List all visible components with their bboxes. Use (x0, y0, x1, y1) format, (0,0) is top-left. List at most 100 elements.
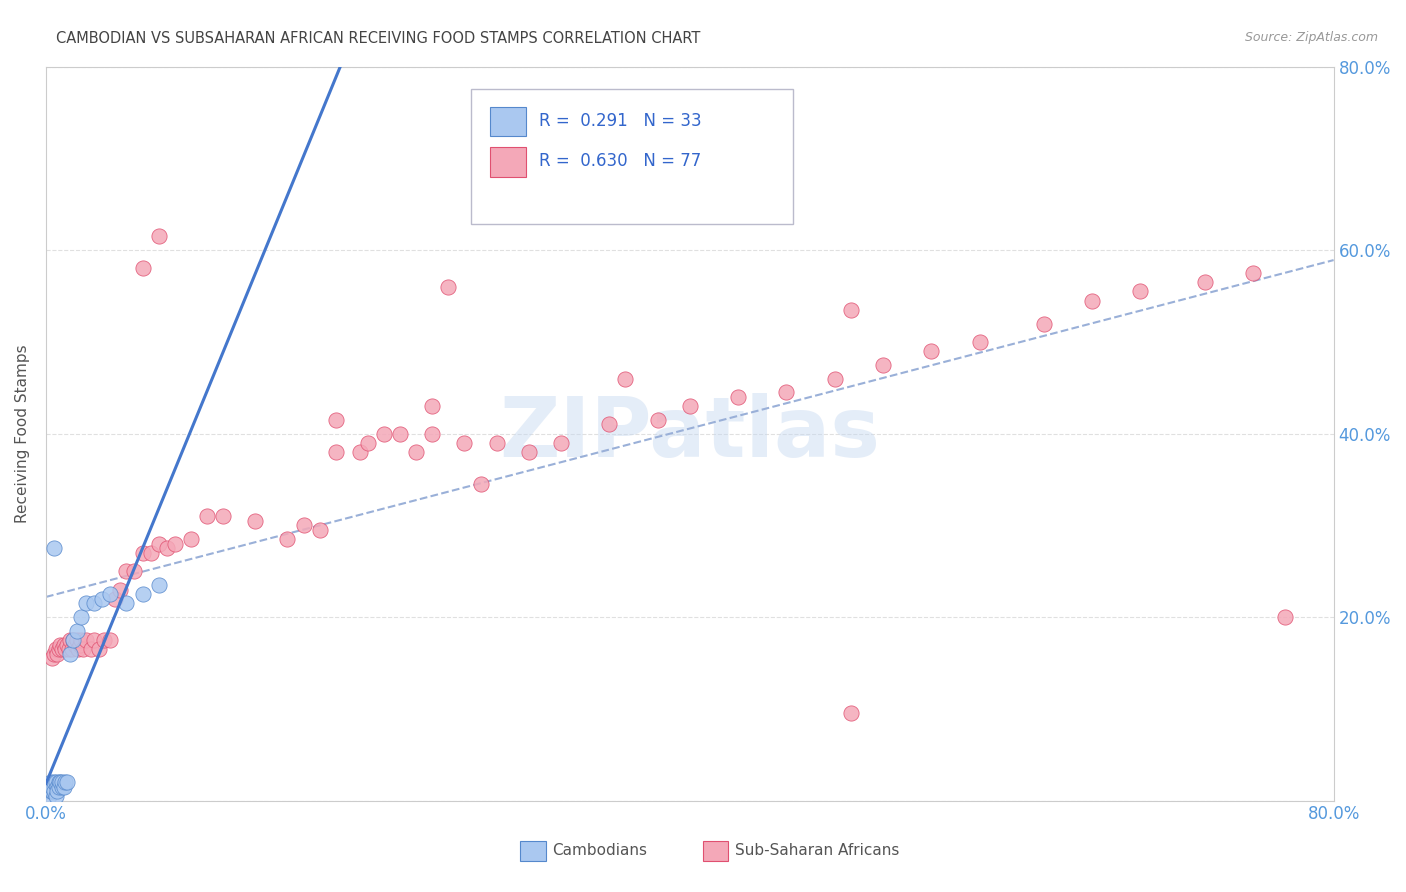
Text: CAMBODIAN VS SUBSAHARAN AFRICAN RECEIVING FOOD STAMPS CORRELATION CHART: CAMBODIAN VS SUBSAHARAN AFRICAN RECEIVIN… (56, 31, 700, 46)
Point (1129, 285, 1152, 299)
Point (517, 445, 540, 459)
Y-axis label: Receiving Food Stamps: Receiving Food Stamps (15, 344, 30, 523)
Point (59, 633, 82, 648)
Point (357, 435, 380, 450)
Point (48, 780, 70, 794)
Point (156, 541, 179, 556)
Point (163, 537, 186, 551)
Point (839, 302, 862, 317)
Point (420, 399, 443, 413)
Point (45, 789, 67, 803)
Point (1194, 275, 1216, 289)
Point (49, 638, 72, 652)
Point (41, 784, 63, 798)
Point (308, 523, 330, 537)
Point (180, 532, 202, 546)
Point (485, 435, 508, 450)
Point (598, 417, 620, 432)
Point (56, 638, 79, 652)
Point (1032, 317, 1054, 331)
Point (70, 610, 93, 624)
Point (920, 344, 942, 359)
Point (42, 541, 65, 556)
Point (83, 596, 105, 610)
Point (1274, 610, 1296, 624)
Point (51, 775, 73, 789)
Point (72, 642, 94, 657)
Point (46, 780, 69, 794)
Point (56, 775, 79, 789)
Point (131, 261, 153, 276)
Point (349, 445, 371, 459)
Point (38, 780, 60, 794)
Point (148, 537, 170, 551)
Bar (491, 107, 526, 136)
Text: R =  0.291   N = 33: R = 0.291 N = 33 (538, 112, 702, 130)
Point (41, 780, 63, 794)
Point (48, 775, 70, 789)
Point (53, 642, 76, 657)
Point (292, 518, 315, 533)
Point (872, 358, 894, 372)
Point (148, 229, 170, 244)
Point (389, 426, 412, 441)
Point (195, 509, 218, 524)
Point (550, 435, 572, 450)
Point (46, 784, 69, 798)
Point (420, 426, 443, 441)
Point (679, 399, 702, 413)
Point (49, 775, 72, 789)
Point (80, 642, 103, 657)
Point (325, 445, 347, 459)
Point (46, 647, 69, 661)
Point (325, 413, 347, 427)
Point (58, 642, 80, 657)
Point (70, 633, 93, 648)
Point (65, 633, 87, 648)
Point (60, 642, 83, 657)
Point (62, 633, 84, 648)
Point (42, 784, 65, 798)
Point (775, 385, 797, 400)
Point (139, 546, 162, 560)
Point (824, 371, 846, 385)
Point (212, 509, 235, 524)
Point (1081, 293, 1104, 308)
Point (98, 587, 121, 601)
Point (41, 651, 63, 665)
Point (1241, 266, 1264, 280)
Point (405, 445, 427, 459)
Point (453, 435, 475, 450)
Point (124, 564, 146, 578)
Point (52, 780, 75, 794)
Point (75, 633, 97, 648)
Point (45, 642, 67, 657)
Point (91, 591, 114, 606)
Text: R =  0.630   N = 77: R = 0.630 N = 77 (538, 153, 702, 170)
Point (42, 775, 65, 789)
Text: Sub-Saharan Africans: Sub-Saharan Africans (735, 844, 900, 858)
Point (53, 775, 76, 789)
Text: Source: ZipAtlas.com: Source: ZipAtlas.com (1244, 31, 1378, 45)
Point (969, 334, 991, 349)
Point (87, 642, 110, 657)
Point (98, 633, 121, 648)
Text: ZIPatlas: ZIPatlas (499, 393, 880, 475)
Point (131, 546, 153, 560)
Point (38, 789, 60, 803)
Point (67, 642, 90, 657)
Text: Cambodians: Cambodians (553, 844, 648, 858)
Point (727, 390, 749, 404)
Point (48, 642, 70, 657)
Point (59, 647, 82, 661)
Point (62, 633, 84, 648)
Point (65, 624, 87, 638)
Point (39, 784, 62, 798)
Point (51, 642, 73, 657)
Point (647, 413, 669, 427)
Point (131, 587, 153, 601)
Point (148, 578, 170, 592)
Point (276, 532, 298, 546)
Point (39, 775, 62, 789)
Point (83, 633, 105, 648)
